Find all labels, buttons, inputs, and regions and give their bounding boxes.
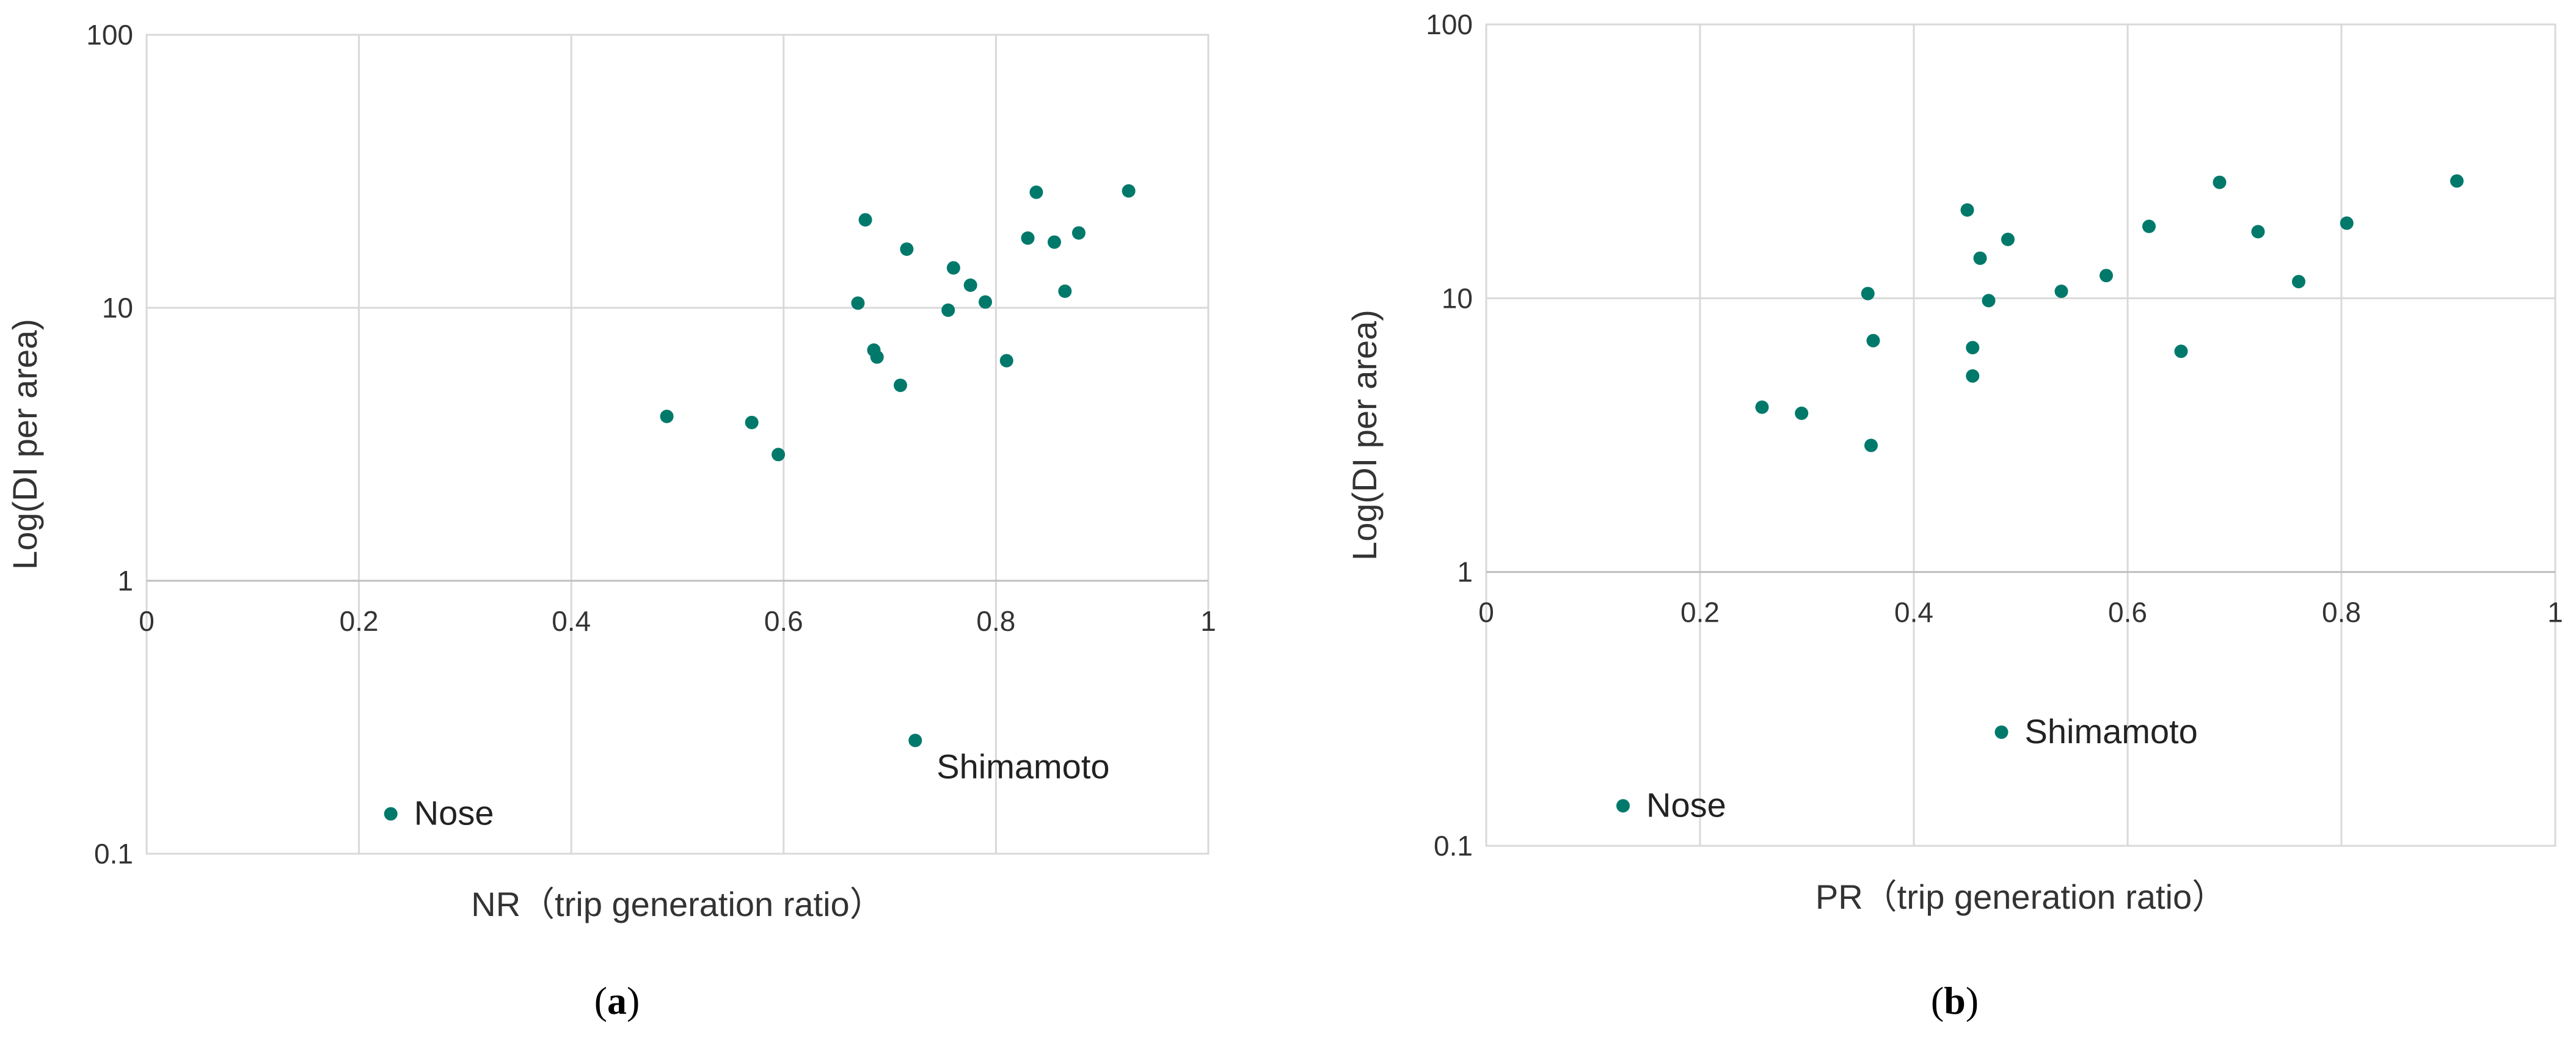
point-annotation: Shimamoto (2025, 712, 2198, 751)
data-point (1994, 725, 2009, 739)
data-point (858, 213, 872, 227)
data-point (1866, 333, 1880, 347)
data-point (963, 278, 977, 292)
data-point (1960, 203, 1974, 217)
data-point (384, 807, 398, 821)
data-point (2100, 269, 2113, 283)
data-point (1047, 235, 1061, 249)
data-point (1122, 184, 1136, 198)
data-point (999, 354, 1013, 368)
data-point (851, 296, 865, 310)
data-point (660, 409, 674, 423)
data-point (1795, 406, 1809, 420)
panel-b: 0 0.2 0.4 0.6 0.8 1 0.1 1 10 100 PR（trip generatio… (1345, 9, 2563, 1022)
point-annotation: Nose (1646, 785, 1726, 824)
x-axis-title: NR（trip generation ratio） (471, 885, 883, 923)
y-tick-label: 1 (117, 565, 133, 597)
data-point (1021, 231, 1035, 245)
data-point (1029, 185, 1043, 199)
x-tick-label: 0 (1478, 597, 1494, 628)
data-point (2251, 225, 2265, 239)
x-tick-label: 0 (139, 605, 155, 637)
x-tick-label: 0.6 (2108, 597, 2147, 628)
data-point (1755, 400, 1769, 414)
y-axis-title: Log(DI per area) (1345, 310, 1384, 561)
data-point (1966, 341, 1980, 355)
panel-a: 0 0.2 0.4 0.6 0.8 1 0.1 1 10 100 NR（trip generatio… (5, 19, 1216, 1022)
x-tick-label: 0.2 (340, 605, 379, 637)
data-point (2142, 219, 2156, 233)
y-tick-label: 1 (1457, 556, 1473, 588)
y-tick-label: 100 (1426, 9, 1473, 40)
data-point (893, 378, 907, 392)
data-point (1861, 286, 1875, 300)
data-point (2001, 233, 2015, 247)
y-tick-label: 10 (102, 292, 133, 324)
data-point (745, 415, 759, 429)
data-point (2054, 284, 2068, 298)
x-tick-label: 1 (2547, 597, 2563, 628)
y-tick-label: 10 (1442, 282, 1473, 314)
data-point (1058, 284, 1072, 298)
point-annotation: Nose (414, 794, 494, 832)
data-point (1982, 294, 1996, 308)
y-tick-label: 0.1 (1434, 830, 1473, 862)
data-point (900, 242, 914, 256)
y-tick-label: 0.1 (94, 838, 133, 870)
x-tick-label: 0.6 (764, 605, 803, 637)
data-point (2213, 175, 2227, 189)
y-tick-label: 100 (86, 19, 133, 51)
y-axis-title: Log(DI per area) (5, 319, 44, 570)
data-point (2450, 174, 2464, 188)
plot-area (1485, 23, 2556, 847)
data-point (1616, 799, 1630, 813)
plot-area (145, 34, 1210, 855)
data-point (1864, 438, 1878, 453)
x-tick-label: 0.4 (552, 605, 591, 637)
data-point (946, 261, 960, 275)
data-point (2174, 344, 2188, 358)
x-tick-label: 0.8 (976, 605, 1015, 637)
point-annotation: Shimamoto (936, 747, 1109, 786)
x-tick-label: 1 (1200, 605, 1216, 637)
panel-label: (b) (1931, 979, 1979, 1022)
data-point (1071, 226, 1085, 240)
data-point (772, 448, 786, 462)
data-point (1973, 251, 1987, 265)
panel-label: (a) (594, 979, 640, 1022)
data-point (1966, 369, 1980, 383)
data-point (2340, 216, 2354, 230)
x-tick-label: 0.8 (2322, 597, 2361, 628)
data-point (870, 350, 884, 364)
x-tick-label: 0.4 (1894, 597, 1933, 628)
x-axis-title: PR（trip generation ratio） (1815, 878, 2226, 916)
data-point (908, 733, 922, 747)
data-point (941, 303, 955, 317)
data-point (2292, 275, 2305, 289)
data-point (979, 295, 993, 309)
x-tick-label: 0.2 (1680, 597, 1720, 628)
